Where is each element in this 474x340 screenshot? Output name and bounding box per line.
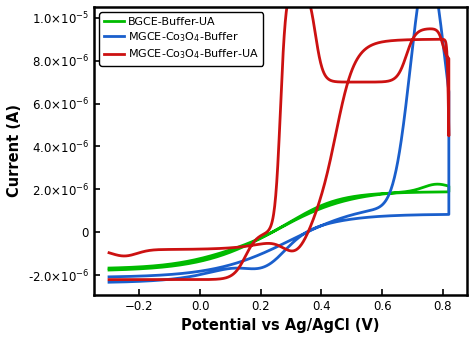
Y-axis label: Current (A): Current (A) [7,104,22,197]
MGCE-Co$_3$O$_4$-Buffer [106,280,112,284]
MGCE-Co$_3$O$_4$-Buffer-UA [126,254,132,258]
Line: MGCE-Co$_3$O$_4$-Buffer-UA: MGCE-Co$_3$O$_4$-Buffer-UA [109,0,449,279]
MGCE-Co$_3$O$_4$-Buffer-UA [437,34,443,38]
MGCE-Co$_3$O$_4$-Buffer [336,217,341,221]
Line: MGCE-Co$_3$O$_4$-Buffer: MGCE-Co$_3$O$_4$-Buffer [109,0,449,282]
MGCE-Co$_3$O$_4$-Buffer [401,118,407,122]
BGCE-Buffer-UA [106,266,112,270]
MGCE-Co$_3$O$_4$-Buffer-UA [126,254,131,258]
MGCE-Co$_3$O$_4$-Buffer [428,212,434,217]
X-axis label: Potential vs Ag/AgCl (V): Potential vs Ag/AgCl (V) [181,318,380,333]
MGCE-Co$_3$O$_4$-Buffer-UA [141,277,146,282]
BGCE-Buffer-UA [435,182,440,186]
BGCE-Buffer-UA [319,203,324,207]
MGCE-Co$_3$O$_4$-Buffer [106,275,112,279]
MGCE-Co$_3$O$_4$-Buffer-UA [250,243,256,247]
Legend: BGCE-Buffer-UA, MGCE-Co$_3$O$_4$-Buffer, MGCE-Co$_3$O$_4$-Buffer-UA: BGCE-Buffer-UA, MGCE-Co$_3$O$_4$-Buffer,… [100,13,264,66]
BGCE-Buffer-UA [176,263,182,267]
MGCE-Co$_3$O$_4$-Buffer-UA [106,251,112,255]
BGCE-Buffer-UA [243,242,249,246]
BGCE-Buffer-UA [106,268,112,272]
MGCE-Co$_3$O$_4$-Buffer [221,265,227,269]
MGCE-Co$_3$O$_4$-Buffer [196,269,202,273]
MGCE-Co$_3$O$_4$-Buffer-UA [419,28,425,32]
Line: BGCE-Buffer-UA: BGCE-Buffer-UA [109,184,449,270]
BGCE-Buffer-UA [381,192,387,196]
BGCE-Buffer-UA [406,189,411,193]
BGCE-Buffer-UA [255,237,261,241]
MGCE-Co$_3$O$_4$-Buffer-UA [106,277,112,282]
MGCE-Co$_3$O$_4$-Buffer [414,213,420,217]
